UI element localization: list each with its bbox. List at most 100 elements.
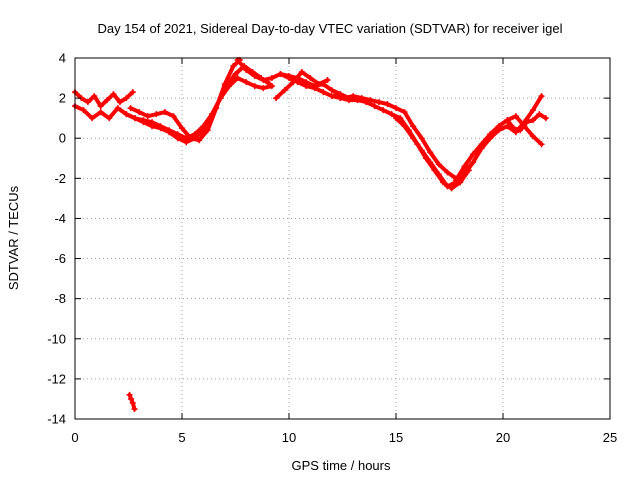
data-point — [110, 91, 117, 98]
data-point — [427, 149, 434, 156]
data-point — [114, 105, 121, 112]
y-tick-label: -6 — [54, 251, 66, 266]
x-tick-label: 25 — [603, 430, 617, 445]
data-point — [174, 135, 181, 142]
y-tick-label: -14 — [47, 412, 66, 427]
data-point — [529, 117, 536, 124]
data-point — [358, 95, 365, 102]
data-point — [217, 95, 224, 102]
data-point — [320, 89, 327, 96]
data-point — [126, 391, 133, 398]
data-point — [444, 169, 451, 176]
data-point — [260, 77, 267, 84]
satellite-track-9 — [393, 93, 545, 190]
data-point — [504, 117, 511, 124]
data-point — [529, 133, 536, 140]
data-point — [333, 91, 340, 98]
data-point — [251, 73, 258, 80]
data-point — [401, 123, 408, 130]
data-point — [517, 127, 524, 134]
data-point — [487, 131, 494, 138]
data-point — [234, 75, 241, 82]
data-point — [196, 137, 203, 144]
data-point — [418, 135, 425, 142]
data-point — [149, 123, 156, 130]
data-point — [106, 115, 113, 122]
data-point — [123, 111, 130, 118]
y-tick-label: 4 — [59, 51, 66, 66]
data-point — [536, 111, 543, 118]
plot-frame — [74, 57, 611, 420]
data-point — [140, 119, 147, 126]
data-point — [243, 79, 250, 86]
data-point — [523, 119, 530, 126]
data-point — [89, 115, 96, 122]
data-point — [273, 95, 280, 102]
data-point — [277, 71, 284, 78]
data-point — [328, 93, 335, 100]
data-point — [183, 139, 190, 146]
series-line — [278, 72, 471, 191]
x-tick-label: 15 — [389, 430, 403, 445]
y-axis-label: SDTVAR / TECUs — [6, 185, 21, 290]
data-point — [410, 123, 417, 130]
data-point — [328, 87, 335, 94]
data-point — [157, 125, 164, 132]
series-line — [128, 58, 242, 143]
data-point — [294, 79, 301, 86]
data-point — [166, 129, 173, 136]
data-point — [303, 83, 310, 90]
data-point — [131, 405, 138, 412]
data-point — [260, 85, 267, 92]
data-point — [538, 141, 545, 148]
data-point — [470, 159, 477, 166]
data-point — [410, 135, 417, 142]
x-tick-label: 20 — [496, 430, 510, 445]
data-point — [452, 177, 459, 184]
data-point — [97, 103, 104, 110]
y-tick-label: -10 — [47, 331, 66, 346]
data-point — [230, 63, 237, 70]
data-point — [243, 67, 250, 74]
data-point — [136, 109, 143, 116]
satellite-track-8 — [333, 91, 477, 182]
data-point — [97, 109, 104, 116]
data-point — [393, 115, 399, 122]
data-point — [478, 141, 485, 148]
data-point — [91, 93, 98, 100]
data-point — [179, 125, 185, 132]
data-point — [286, 75, 292, 82]
data-point — [427, 159, 434, 166]
data-point — [208, 111, 215, 118]
satellite-track-11 — [504, 111, 549, 134]
data-point — [504, 123, 511, 130]
series-line — [73, 90, 135, 109]
plot-area — [72, 57, 549, 412]
data-point — [170, 113, 177, 120]
data-point — [444, 183, 451, 190]
data-point — [153, 111, 160, 118]
data-point — [129, 89, 136, 96]
data-point — [123, 95, 130, 102]
axis-ticks — [74, 57, 611, 420]
data-point — [461, 163, 468, 170]
data-point — [315, 81, 322, 88]
satellite-track-1 — [72, 89, 136, 110]
y-tick-label: 0 — [59, 131, 66, 146]
data-point — [298, 69, 305, 76]
data-point — [393, 105, 399, 112]
x-axis-label: GPS time / hours — [292, 458, 391, 473]
data-point — [418, 147, 425, 154]
data-point — [401, 109, 408, 116]
data-point — [538, 93, 545, 100]
data-point — [512, 113, 519, 120]
data-point — [251, 83, 258, 90]
data-point — [127, 105, 134, 112]
data-point — [384, 101, 391, 108]
data-point — [341, 95, 348, 102]
data-point — [221, 81, 228, 88]
satellite-track-7 — [277, 71, 472, 192]
data-point — [281, 87, 288, 94]
data-point — [104, 97, 111, 104]
